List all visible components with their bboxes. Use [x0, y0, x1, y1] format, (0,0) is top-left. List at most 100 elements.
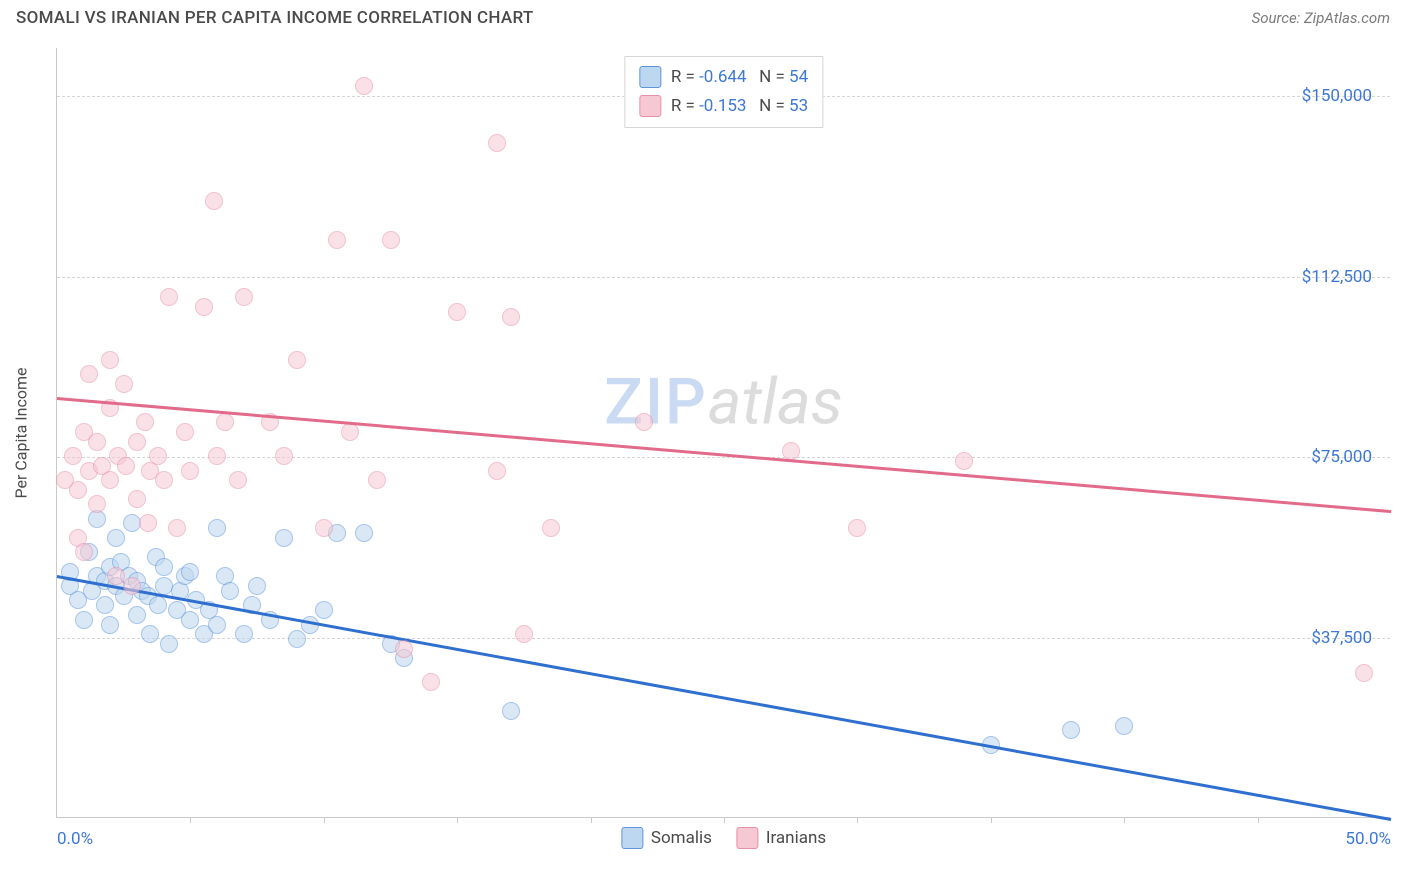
x-tick	[724, 817, 725, 823]
data-point	[422, 673, 440, 691]
data-point	[195, 298, 213, 316]
gridline	[57, 638, 1390, 639]
data-point	[181, 462, 199, 480]
data-point	[155, 558, 173, 576]
data-point	[216, 413, 234, 431]
data-point	[155, 471, 173, 489]
watermark-atlas: atlas	[708, 364, 843, 439]
data-point	[80, 365, 98, 383]
chart-title: SOMALI VS IRANIAN PER CAPITA INCOME CORR…	[16, 8, 534, 28]
data-point	[448, 303, 466, 321]
legend-item: Somalis	[621, 827, 712, 849]
data-point	[160, 635, 178, 653]
x-tick	[591, 817, 592, 823]
x-tick	[457, 817, 458, 823]
y-tick-label: $75,000	[1311, 447, 1372, 467]
data-point	[123, 577, 141, 595]
data-point	[88, 495, 106, 513]
data-point	[1062, 721, 1080, 739]
data-point	[128, 433, 146, 451]
data-point	[101, 351, 119, 369]
chart-source: Source: ZipAtlas.com	[1252, 9, 1390, 27]
y-tick-label: $112,500	[1302, 267, 1372, 287]
data-point	[181, 563, 199, 581]
legend-stats: R = -0.153 N = 53	[671, 92, 808, 121]
legend-label: Iranians	[766, 828, 826, 848]
data-point	[205, 192, 223, 210]
data-point	[208, 447, 226, 465]
data-point	[128, 490, 146, 508]
data-point	[128, 606, 146, 624]
data-point	[168, 519, 186, 537]
data-point	[75, 611, 93, 629]
data-point	[64, 447, 82, 465]
trend-line	[57, 575, 1391, 820]
x-tick	[190, 817, 191, 823]
data-point	[160, 288, 178, 306]
data-point	[355, 524, 373, 542]
data-point	[229, 471, 247, 489]
x-axis-label-right: 50.0%	[1345, 829, 1391, 849]
gridline	[57, 457, 1390, 458]
data-point	[69, 481, 87, 499]
series-legend: Somalis Iranians	[621, 827, 826, 849]
data-point	[208, 616, 226, 634]
data-point	[75, 543, 93, 561]
data-point	[117, 457, 135, 475]
data-point	[221, 582, 239, 600]
data-point	[315, 519, 333, 537]
scatter-chart: Per Capita Income ZIPatlas $37,500$75,00…	[56, 48, 1390, 818]
data-point	[515, 625, 533, 643]
x-tick	[991, 817, 992, 823]
x-tick	[1258, 817, 1259, 823]
data-point	[141, 625, 159, 643]
data-point	[315, 601, 333, 619]
data-point	[107, 529, 125, 547]
correlation-legend: R = -0.644 N = 54R = -0.153 N = 53	[624, 56, 823, 128]
gridline	[57, 277, 1390, 278]
x-tick	[857, 817, 858, 823]
data-point	[176, 423, 194, 441]
data-point	[235, 288, 253, 306]
data-point	[1355, 664, 1373, 682]
x-axis-label-left: 0.0%	[57, 829, 93, 849]
trend-line	[57, 397, 1391, 513]
data-point	[368, 471, 386, 489]
legend-swatch	[736, 827, 758, 849]
data-point	[488, 134, 506, 152]
legend-swatch	[639, 95, 661, 117]
legend-swatch	[621, 827, 643, 849]
y-tick-label: $150,000	[1302, 86, 1372, 106]
data-point	[208, 519, 226, 537]
data-point	[488, 462, 506, 480]
data-point	[275, 447, 293, 465]
data-point	[341, 423, 359, 441]
legend-label: Somalis	[651, 828, 712, 848]
data-point	[136, 413, 154, 431]
data-point	[848, 519, 866, 537]
watermark-zip: ZIP	[604, 364, 708, 439]
data-point	[288, 630, 306, 648]
data-point	[115, 375, 133, 393]
data-point	[181, 611, 199, 629]
legend-row: R = -0.153 N = 53	[639, 92, 808, 121]
data-point	[355, 77, 373, 95]
data-point	[101, 471, 119, 489]
y-tick-label: $37,500	[1311, 628, 1372, 648]
data-point	[542, 519, 560, 537]
data-point	[235, 625, 253, 643]
data-point	[149, 596, 167, 614]
data-point	[328, 231, 346, 249]
data-point	[1115, 717, 1133, 735]
data-point	[635, 413, 653, 431]
data-point	[275, 529, 293, 547]
chart-header: SOMALI VS IRANIAN PER CAPITA INCOME CORR…	[0, 0, 1406, 32]
data-point	[382, 231, 400, 249]
data-point	[288, 351, 306, 369]
data-point	[248, 577, 266, 595]
y-axis-label: Per Capita Income	[12, 367, 31, 498]
data-point	[139, 514, 157, 532]
x-tick	[324, 817, 325, 823]
data-point	[101, 616, 119, 634]
data-point	[149, 447, 167, 465]
